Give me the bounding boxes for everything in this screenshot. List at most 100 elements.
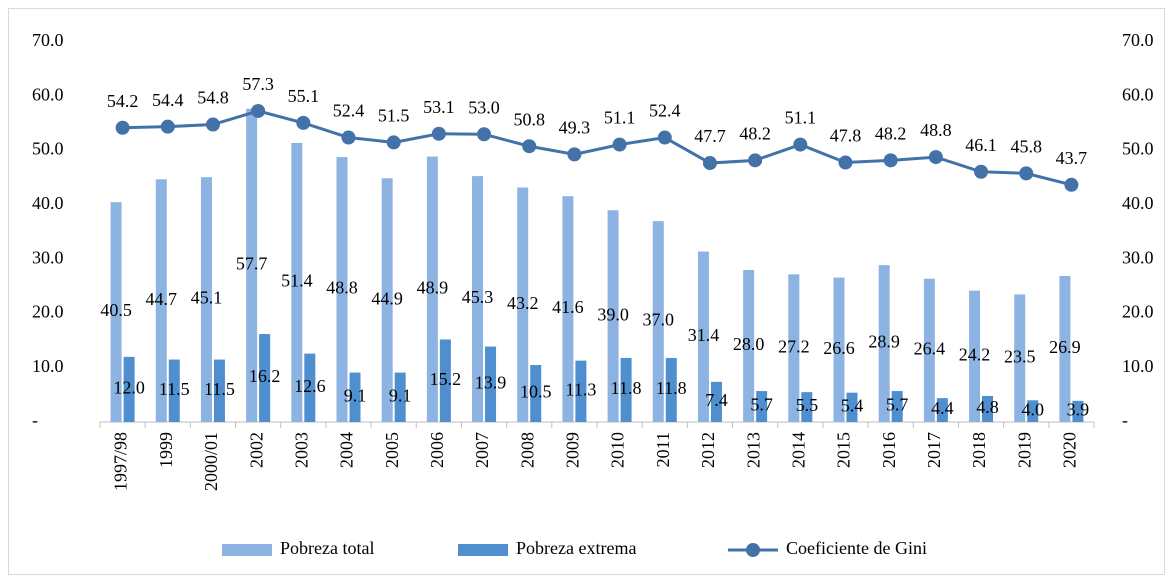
x-tick-label: 2014 [788,432,808,468]
data-label: 49.3 [559,117,591,137]
data-label: 51.4 [281,271,313,291]
bar [110,202,122,422]
bar [1014,294,1026,422]
data-label: 51.1 [785,108,817,128]
data-label: 7.4 [705,390,728,410]
x-tick-label: 2003 [291,432,311,468]
bar [788,274,800,422]
y2-tick-label: 50.0 [1122,139,1154,159]
bar [517,187,529,422]
bar [336,157,348,423]
data-label: 51.1 [604,108,636,128]
data-label: 53.0 [468,97,500,117]
x-tick-label: 1999 [156,432,176,468]
x-tick-label: 2015 [834,432,854,468]
data-label: 39.0 [597,304,629,324]
bar [846,392,858,422]
data-label: 54.4 [152,90,184,110]
data-label: 48.9 [417,277,449,297]
bar [1072,400,1084,422]
line-marker [431,126,446,141]
bar [155,179,167,422]
bar [304,353,316,422]
x-tick-label: 2005 [382,432,402,468]
data-label: 48.8 [326,278,358,298]
x-tick-label: 2017 [924,432,944,468]
data-label: 48.2 [739,123,771,143]
bar [697,251,709,422]
line-marker [974,164,989,179]
data-label: 13.9 [475,372,507,392]
data-label: 55.1 [288,86,320,106]
data-label: 26.6 [823,338,855,358]
data-label: 28.0 [733,334,765,354]
bar [381,178,393,422]
data-label: 5.4 [841,395,864,415]
legend-swatch [458,544,508,556]
y2-tick-label: 20.0 [1122,302,1154,322]
data-label: 11.5 [159,379,190,399]
data-label: 44.9 [371,288,403,308]
x-tick-label: 2011 [653,432,673,467]
data-label: 24.2 [959,344,991,364]
legend-swatch [222,544,272,556]
bar [485,346,497,422]
line-marker [612,137,627,152]
x-tick-label: 2007 [472,432,492,468]
bar [607,210,619,422]
line-marker [567,147,582,162]
data-label: 5.7 [750,395,773,415]
legend-label: Pobreza extrema [516,538,636,558]
line-marker [1064,177,1079,192]
bar [200,177,212,422]
data-label: 50.8 [513,109,545,129]
data-label: 51.5 [378,106,410,126]
x-tick-label: 2019 [1014,432,1034,468]
bar [575,360,587,422]
data-label: 11.5 [204,379,235,399]
y2-tick-label: 40.0 [1122,193,1154,213]
data-label: 52.4 [649,101,681,121]
bar [472,176,484,422]
x-tick-label: 2008 [517,432,537,468]
bar [652,221,664,422]
data-label: 5.5 [796,395,819,415]
data-label: 27.2 [778,336,810,356]
bar [891,391,903,422]
line-marker [702,156,717,171]
data-label: 11.3 [565,379,596,399]
data-label: 4.8 [976,397,999,417]
data-label: 45.3 [462,287,494,307]
bar [123,356,135,422]
bar [562,196,574,422]
data-label: 48.8 [920,120,952,140]
line-marker [341,130,356,145]
y-tick-label: 10.0 [32,356,64,376]
bar [878,265,890,422]
y-tick-label: - [32,410,38,430]
data-label: 44.7 [146,289,178,309]
y2-tick-label: 30.0 [1122,247,1154,267]
data-label: 57.3 [242,74,274,94]
bar [530,365,542,422]
data-label: 11.8 [656,378,687,398]
data-label: 26.9 [1049,337,1081,357]
data-label: 43.7 [1056,148,1088,168]
bar [426,156,438,423]
data-label: 4.4 [931,398,954,418]
y-tick-label: 20.0 [32,302,64,322]
data-label: 16.2 [249,366,281,386]
line-marker [205,117,220,132]
line [122,109,1072,187]
data-label: 54.2 [107,91,139,111]
data-label: 45.8 [1010,136,1042,156]
bar [349,372,361,422]
data-label: 23.5 [1004,346,1036,366]
x-tick-label: 1997/98 [111,432,131,491]
line-marker [477,127,492,142]
bar [969,290,981,422]
data-label: 47.8 [830,126,862,146]
data-label: 53.1 [423,97,455,117]
line-marker [386,135,401,150]
